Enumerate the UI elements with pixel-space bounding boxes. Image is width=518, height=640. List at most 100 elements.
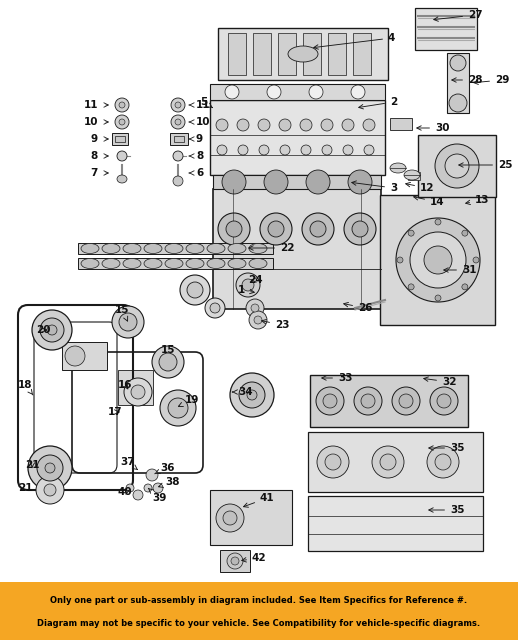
Bar (353, 33, 371, 75)
Ellipse shape (123, 259, 141, 269)
Ellipse shape (207, 243, 225, 253)
Circle shape (231, 557, 239, 565)
Bar (303, 33, 321, 75)
Circle shape (44, 484, 56, 496)
Circle shape (173, 151, 183, 161)
Text: 29: 29 (474, 75, 509, 85)
Bar (210, 84, 385, 100)
Circle shape (301, 145, 311, 155)
Ellipse shape (288, 46, 318, 62)
Bar (447, 53, 469, 113)
Ellipse shape (102, 243, 120, 253)
Ellipse shape (390, 163, 406, 173)
Circle shape (323, 394, 337, 408)
Text: 28: 28 (452, 75, 482, 85)
Circle shape (237, 119, 249, 131)
Circle shape (119, 313, 137, 331)
Circle shape (168, 398, 188, 418)
Bar (278, 33, 296, 75)
Circle shape (344, 213, 376, 245)
Circle shape (227, 553, 243, 569)
Circle shape (361, 394, 375, 408)
Circle shape (247, 390, 257, 400)
Text: 25: 25 (459, 160, 512, 170)
Ellipse shape (165, 243, 183, 253)
Circle shape (152, 346, 184, 378)
Text: 27: 27 (434, 10, 483, 21)
Text: 2: 2 (359, 97, 397, 109)
Circle shape (117, 151, 127, 161)
Circle shape (302, 213, 334, 245)
Bar (220, 550, 250, 572)
Bar (118, 370, 153, 405)
Circle shape (223, 511, 237, 525)
Text: 13: 13 (466, 195, 490, 205)
Circle shape (462, 230, 468, 236)
Bar (390, 118, 412, 130)
Text: 36: 36 (155, 463, 175, 474)
Bar (213, 189, 381, 309)
Circle shape (435, 295, 441, 301)
Circle shape (343, 145, 353, 155)
Circle shape (226, 221, 242, 237)
Circle shape (322, 145, 332, 155)
Bar (228, 33, 246, 75)
Circle shape (119, 102, 125, 108)
Circle shape (437, 394, 451, 408)
Bar (0, 582, 518, 640)
Circle shape (462, 284, 468, 290)
Circle shape (321, 119, 333, 131)
Text: 38: 38 (159, 477, 180, 488)
Circle shape (251, 304, 259, 312)
Circle shape (267, 85, 281, 99)
Text: 3: 3 (352, 181, 397, 193)
Circle shape (40, 318, 64, 342)
Circle shape (268, 221, 284, 237)
Circle shape (450, 55, 466, 71)
Circle shape (392, 387, 420, 415)
Ellipse shape (144, 259, 162, 269)
Circle shape (363, 119, 375, 131)
Circle shape (325, 454, 341, 470)
Circle shape (32, 310, 72, 350)
Text: 4: 4 (314, 33, 395, 49)
Text: 8: 8 (196, 151, 203, 161)
Circle shape (160, 390, 196, 426)
Text: 12: 12 (406, 182, 435, 193)
Text: 26: 26 (344, 303, 372, 313)
Circle shape (310, 221, 326, 237)
Circle shape (175, 102, 181, 108)
Text: 9: 9 (91, 134, 98, 144)
Ellipse shape (144, 243, 162, 253)
Circle shape (317, 446, 349, 478)
Text: 35: 35 (429, 505, 465, 515)
Circle shape (424, 246, 452, 274)
Text: Diagram may not be specific to your vehicle. See Compatibility for vehicle-speci: Diagram may not be specific to your vehi… (37, 620, 481, 628)
Circle shape (171, 115, 185, 129)
Text: 6: 6 (196, 168, 203, 178)
Circle shape (28, 446, 72, 490)
Circle shape (380, 454, 396, 470)
Ellipse shape (117, 175, 127, 183)
Bar (253, 33, 271, 75)
Circle shape (260, 213, 292, 245)
Bar (115, 136, 125, 142)
Bar (174, 136, 184, 142)
Bar (308, 432, 483, 492)
Bar (328, 33, 346, 75)
Bar (112, 133, 128, 145)
Circle shape (445, 154, 469, 178)
Circle shape (230, 373, 274, 417)
Text: 9: 9 (196, 134, 203, 144)
Circle shape (408, 284, 414, 290)
Text: 10: 10 (83, 117, 98, 127)
Circle shape (146, 469, 158, 481)
Circle shape (372, 446, 404, 478)
Circle shape (300, 119, 312, 131)
Circle shape (124, 378, 152, 406)
Text: 35: 35 (429, 443, 465, 453)
Bar (418, 135, 496, 197)
Ellipse shape (81, 243, 99, 253)
Bar (170, 133, 188, 145)
Circle shape (352, 221, 368, 237)
